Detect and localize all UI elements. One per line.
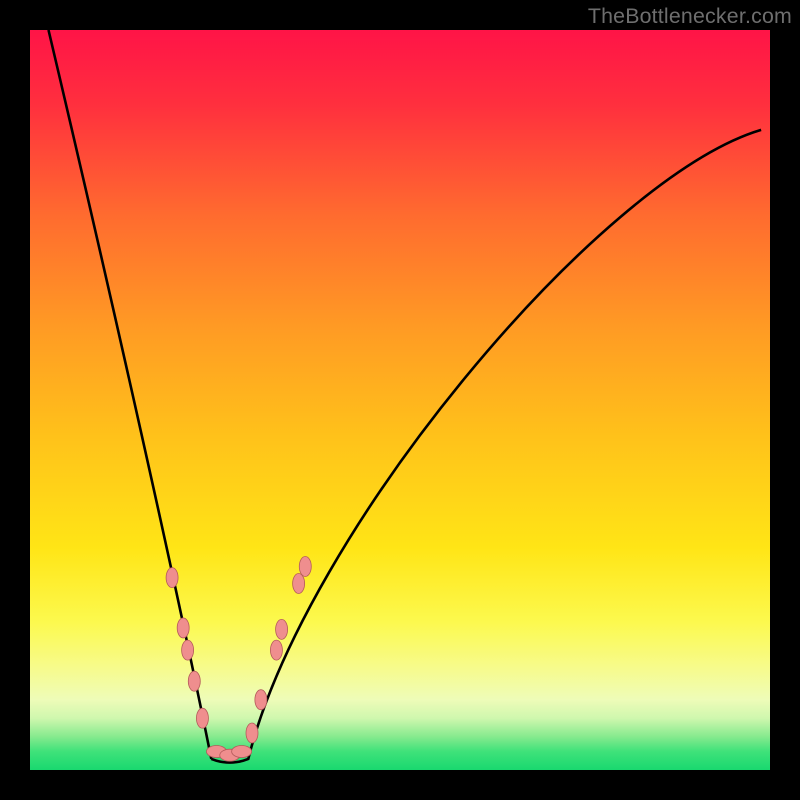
data-marker xyxy=(270,640,282,660)
data-marker xyxy=(196,708,208,728)
data-marker xyxy=(293,574,305,594)
plot-background xyxy=(30,30,770,770)
data-marker xyxy=(246,723,258,743)
chart-stage: TheBottlenecker.com xyxy=(0,0,800,800)
data-marker xyxy=(177,618,189,638)
chart-svg xyxy=(0,0,800,800)
data-marker xyxy=(232,746,252,758)
data-marker xyxy=(182,640,194,660)
watermark-text: TheBottlenecker.com xyxy=(588,4,792,29)
data-marker xyxy=(188,671,200,691)
data-marker xyxy=(255,690,267,710)
data-marker xyxy=(276,619,288,639)
data-marker xyxy=(166,568,178,588)
data-marker xyxy=(299,557,311,577)
